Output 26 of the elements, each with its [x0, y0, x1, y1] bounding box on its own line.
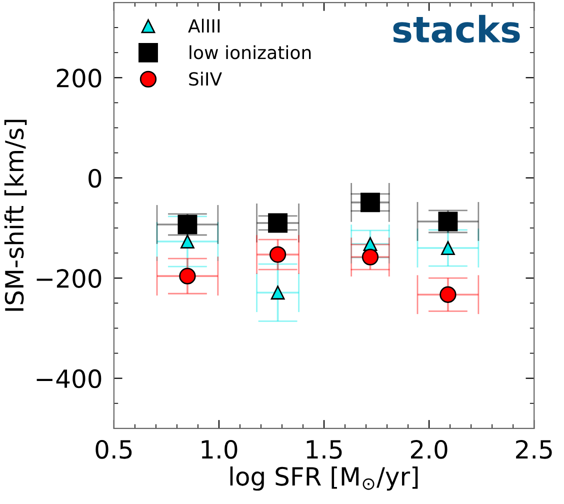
x-tick-label: 2.0	[411, 440, 448, 459]
point	[440, 286, 456, 303]
point	[269, 246, 286, 263]
legend-label: SiIV	[189, 72, 222, 86]
y-tick-label: 0	[88, 168, 102, 188]
y-tick-label: −200	[36, 269, 102, 288]
y-tick-label: 200	[56, 68, 102, 88]
point	[362, 248, 379, 266]
point	[360, 192, 380, 212]
x-tick-label: 0.5	[96, 440, 132, 459]
annotation: stacks	[393, 14, 520, 43]
point	[180, 234, 194, 248]
point	[178, 214, 198, 234]
legend-label: low ionization	[190, 45, 311, 60]
point	[268, 213, 288, 233]
point	[438, 212, 458, 232]
point	[441, 241, 455, 255]
x-tick-label: 1.5	[306, 440, 342, 459]
x-axis-title: log SFR [M$_{⊙}$/yr]	[230, 466, 418, 491]
y-axis-title: ISM-shift [km/s]	[4, 120, 27, 311]
x-tick-label: 2.5	[516, 440, 552, 459]
point	[270, 286, 285, 300]
point	[179, 268, 196, 284]
y-tick-label: −400	[36, 369, 102, 388]
legend-label: AlIII	[188, 18, 220, 32]
x-tick-label: 1.0	[202, 440, 238, 459]
